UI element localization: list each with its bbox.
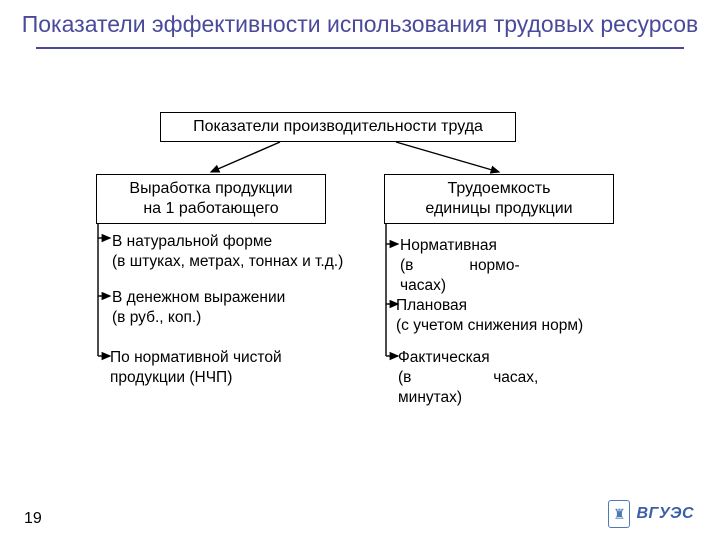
footer-logo: ♜ ВГУЭС [608,500,694,528]
diagram-branch-label: Трудоемкостьединицы продукции [425,179,572,220]
diagram-arrows [0,0,720,540]
diagram-item: По нормативной чистой продукции (НЧП) [110,348,282,388]
diagram-branch-label: Выработка продукциина 1 работающего [129,179,292,220]
diagram-branch-box: Выработка продукциина 1 работающего [96,174,326,224]
diagram-item: Нормативная(в нормо-часах) [400,236,520,295]
diagram-item: Плановая(с учетом снижения норм) [396,296,583,336]
diagram-item: В денежном выражении(в руб., коп.) [112,288,285,328]
diagram-item: В натуральной форме(в штуках, метрах, то… [112,232,343,272]
diagram-item: Фактическая(в часах,минутах) [398,348,538,407]
title-rule [36,47,684,49]
page-number: 19 [24,510,42,528]
diagram-root-label: Показатели производительности труда [193,117,483,137]
slide-title: Показатели эффективности использования т… [0,0,720,39]
diagram-root-box: Показатели производительности труда [160,112,516,142]
logo-text: ВГУЭС [636,505,694,523]
diagram-branch-box: Трудоемкостьединицы продукции [384,174,614,224]
logo-badge-icon: ♜ [608,500,630,528]
